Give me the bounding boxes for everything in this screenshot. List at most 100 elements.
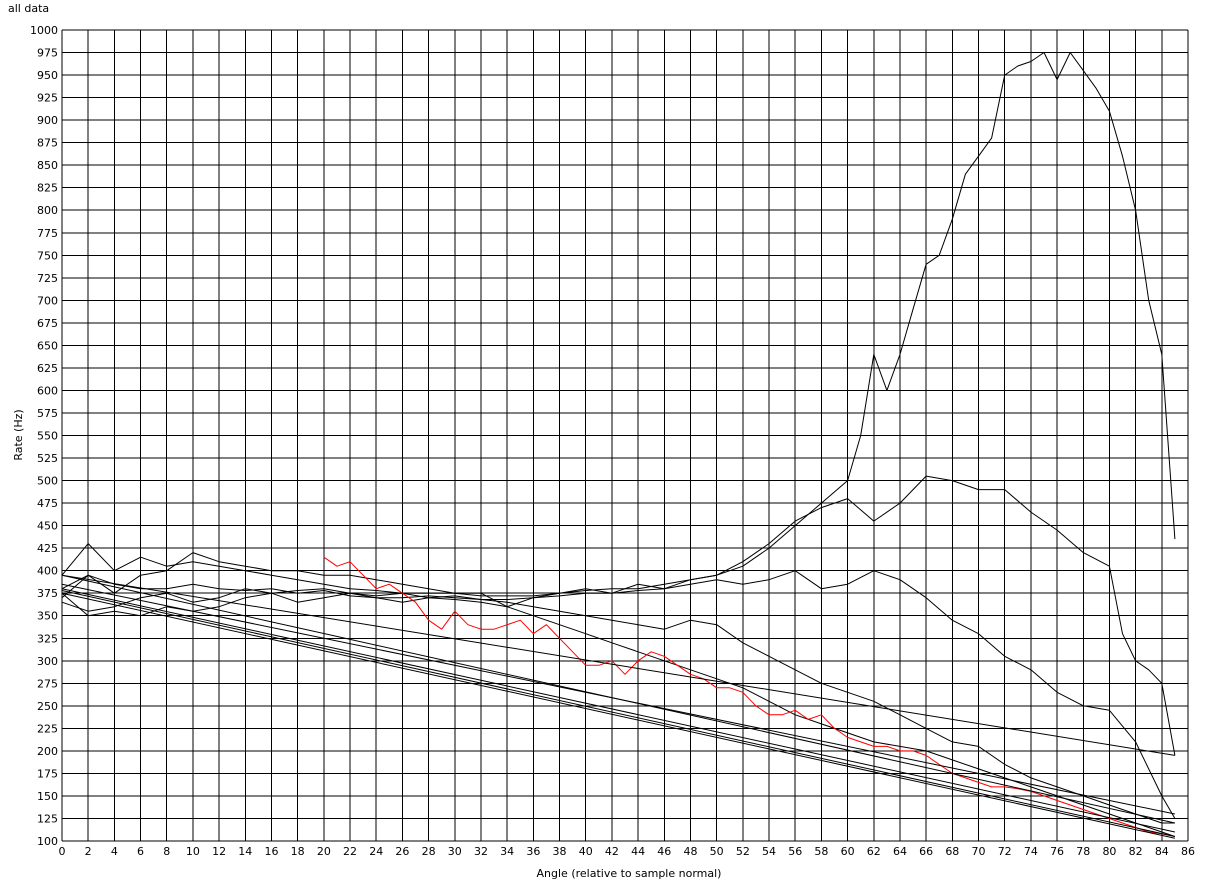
x-tick-label: 62	[867, 845, 881, 858]
y-tick-label: 100	[37, 835, 58, 848]
series-line-2	[61, 475, 1176, 756]
y-tick-labels: 100 125 150 175 200 225 250 275 300 325 350 375 400 4…	[30, 24, 58, 848]
y-tick-label: 275	[37, 677, 58, 690]
x-tick-label: 24	[369, 845, 383, 858]
y-tick-label: 925	[37, 92, 58, 105]
x-tick-label: 8	[163, 845, 170, 858]
y-tick-label: 975	[37, 47, 58, 60]
x-tick-label: 20	[317, 845, 331, 858]
x-tick-label: 42	[605, 845, 619, 858]
y-tick-label: 325	[37, 632, 58, 645]
y-tick-label: 500	[37, 475, 58, 488]
y-tick-label: 575	[37, 407, 58, 420]
series-line-12	[61, 574, 1175, 756]
x-tick-label: 64	[893, 845, 907, 858]
series-line-5	[61, 592, 1176, 837]
x-tick-label: 48	[683, 845, 697, 858]
x-tick-label: 50	[710, 845, 724, 858]
x-tick-label: 28	[422, 845, 436, 858]
y-tick-label: 225	[37, 722, 58, 735]
y-tick-label: 175	[37, 767, 58, 780]
y-tick-label: 775	[37, 227, 58, 240]
y-tick-label: 375	[37, 587, 58, 600]
y-tick-label: 850	[37, 159, 58, 172]
y-tick-label: 125	[37, 812, 58, 825]
x-tick-label: 44	[631, 845, 645, 858]
x-tick-label: 66	[919, 845, 933, 858]
y-tick-label: 550	[37, 430, 58, 443]
y-tick-label: 200	[37, 745, 58, 758]
x-tick-label: 84	[1155, 845, 1169, 858]
series-line-4	[61, 588, 1175, 824]
y-tick-label: 650	[37, 339, 58, 352]
y-tick-label: 750	[37, 249, 58, 262]
x-tick-label: 80	[1102, 845, 1116, 858]
x-tick-label: 14	[238, 845, 252, 858]
x-tick-label: 46	[657, 845, 671, 858]
series-line-3	[61, 552, 1176, 819]
y-tick-label: 300	[37, 655, 58, 668]
x-tick-label: 74	[1024, 845, 1038, 858]
x-tick-label: 60	[841, 845, 855, 858]
y-tick-label: 250	[37, 700, 58, 713]
y-tick-label: 400	[37, 565, 58, 578]
x-tick-label: 4	[111, 845, 118, 858]
y-tick-label: 350	[37, 610, 58, 623]
y-tick-label: 950	[37, 69, 58, 82]
x-tick-label: 58	[814, 845, 828, 858]
x-axis-label: Angle (relative to sample normal)	[537, 867, 722, 880]
x-tick-label: 52	[736, 845, 750, 858]
x-tick-label: 40	[579, 845, 593, 858]
x-tick-label: 18	[291, 845, 305, 858]
y-tick-label: 1000	[30, 24, 58, 37]
series-line-6	[323, 556, 1176, 837]
series-lines	[61, 52, 1176, 839]
y-tick-label: 875	[37, 137, 58, 150]
series-line-8	[61, 588, 1176, 833]
x-tick-label: 36	[526, 845, 540, 858]
chart-title: all data	[8, 2, 50, 15]
series-line-11	[61, 583, 1176, 815]
x-tick-label: 82	[1129, 845, 1143, 858]
series-line-1	[61, 52, 1176, 597]
y-tick-label: 450	[37, 520, 58, 533]
x-tick-label: 16	[264, 845, 278, 858]
y-tick-label: 475	[37, 497, 58, 510]
x-tick-labels: 0 2 4 6 8 10 12 14 16 18 20 22 24 26 28 30 32 34 36 38 40 42 4…	[59, 845, 1196, 858]
series-line-9	[61, 590, 1176, 837]
y-tick-label: 825	[37, 182, 58, 195]
y-tick-label: 600	[37, 384, 58, 397]
y-tick-label: 625	[37, 362, 58, 375]
grid	[61, 29, 1189, 842]
y-tick-label: 425	[37, 542, 58, 555]
x-tick-label: 86	[1181, 845, 1195, 858]
x-tick-label: 10	[186, 845, 200, 858]
y-tick-label: 700	[37, 294, 58, 307]
x-tick-label: 30	[448, 845, 462, 858]
x-tick-label: 2	[85, 845, 92, 858]
y-tick-label: 900	[37, 114, 58, 127]
x-tick-label: 0	[59, 845, 66, 858]
x-tick-label: 26	[395, 845, 409, 858]
x-tick-label: 32	[474, 845, 488, 858]
x-tick-label: 22	[343, 845, 357, 858]
x-tick-label: 38	[553, 845, 567, 858]
x-tick-label: 54	[762, 845, 776, 858]
y-tick-label: 800	[37, 204, 58, 217]
y-tick-label: 675	[37, 317, 58, 330]
x-tick-label: 70	[972, 845, 986, 858]
x-tick-label: 78	[1076, 845, 1090, 858]
x-tick-label: 72	[998, 845, 1012, 858]
x-tick-label: 34	[500, 845, 514, 858]
x-tick-label: 12	[212, 845, 226, 858]
y-axis-label: Rate (Hz)	[12, 409, 25, 460]
x-tick-label: 68	[945, 845, 959, 858]
series-line-10	[61, 592, 1176, 839]
y-tick-label: 725	[37, 272, 58, 285]
x-tick-label: 76	[1050, 845, 1064, 858]
x-tick-label: 56	[788, 845, 802, 858]
x-tick-label: 6	[137, 845, 144, 858]
y-tick-label: 525	[37, 452, 58, 465]
y-tick-label: 150	[37, 790, 58, 803]
